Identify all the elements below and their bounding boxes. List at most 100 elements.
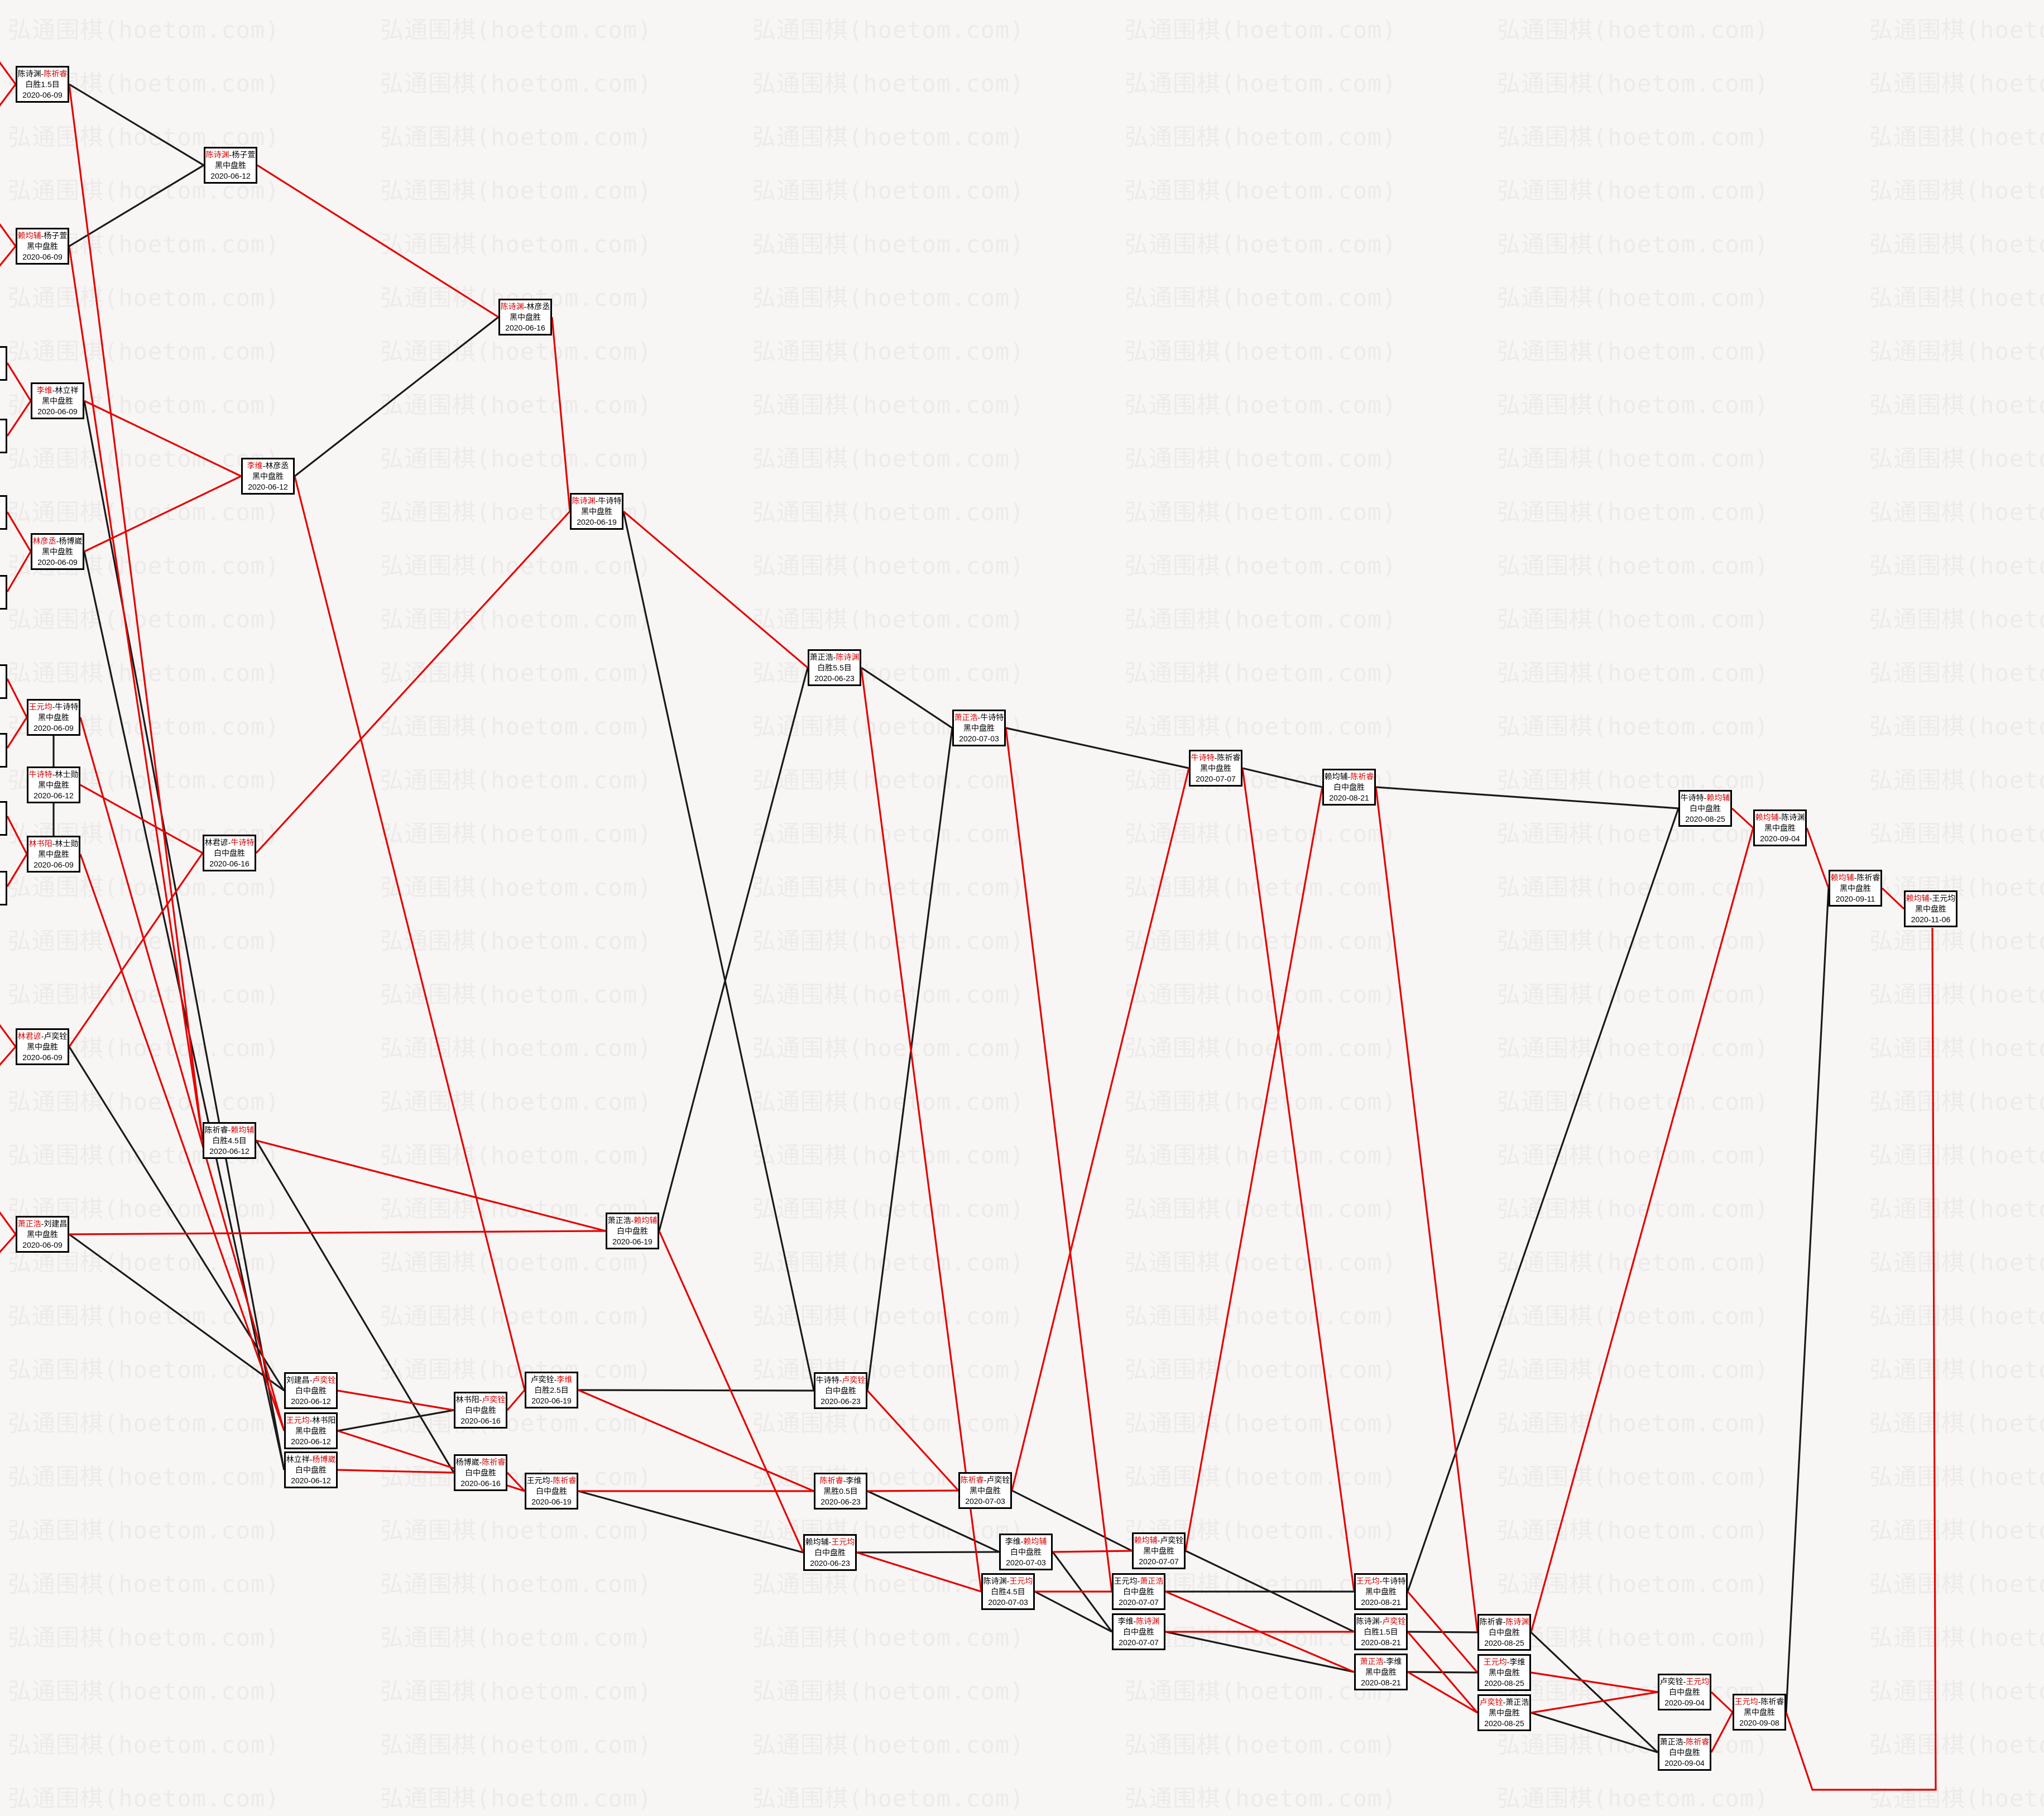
match-box[interactable]: 杨博崴-陈祈睿 白中盘胜 2020-06-16 xyxy=(454,1454,507,1491)
loser-name: 李维 xyxy=(1005,1537,1021,1546)
players-separator: - xyxy=(843,1476,846,1485)
match-players: 陈祈睿-陈诗渊 xyxy=(1479,1617,1529,1627)
loser-name: 刘建昌 xyxy=(44,1219,68,1228)
match-box[interactable]: 赖均辅-陈诗渊 黑中盘胜 2020-09-04 xyxy=(1753,809,1807,846)
match-box[interactable]: 王元均-林书阳 黑中盘胜 2020-06-12 xyxy=(284,1412,338,1449)
winner-path-line xyxy=(255,510,571,854)
watermark-text: 弘通围棋(hoetom.com) xyxy=(1497,1678,1769,1705)
match-box[interactable]: 李维-陈诗渊 白中盘胜 2020-07-07 xyxy=(1112,1613,1165,1650)
match-box[interactable]: 牛诗特-林士勋 黑中盘胜 2020-06-12 xyxy=(27,766,80,803)
winner-name: 王元均 xyxy=(1009,1577,1033,1585)
watermark-text: 弘通围棋(hoetom.com) xyxy=(380,16,652,44)
partial-match-box[interactable] xyxy=(0,801,7,836)
winner-name: 陈诗渊 xyxy=(500,302,524,311)
match-box[interactable]: 林君谚-牛诗特 白中盘胜 2020-06-16 xyxy=(203,835,256,871)
loser-name: 牛诗特 xyxy=(1382,1577,1406,1585)
match-box[interactable]: 萧正浩-赖均辅 白中盘胜 2020-06-19 xyxy=(606,1213,659,1249)
match-box[interactable]: 赖均辅-陈祈睿 黑中盘胜 2020-09-11 xyxy=(1829,870,1882,907)
watermark-text: 弘通围棋(hoetom.com) xyxy=(1869,606,2044,633)
partial-match-box[interactable] xyxy=(0,346,7,381)
match-box[interactable]: 陈祈睿-卢奕铨 黑中盘胜 2020-07-03 xyxy=(958,1472,1012,1509)
match-result: 黑中盘胜 xyxy=(1143,1546,1174,1555)
match-box[interactable]: 李维-赖均辅 白中盘胜 2020-07-03 xyxy=(999,1534,1053,1570)
winner-name: 王元均 xyxy=(1686,1677,1710,1686)
watermark-text: 弘通围棋(hoetom.com) xyxy=(1125,445,1397,472)
partial-match-box[interactable] xyxy=(0,575,7,610)
match-box[interactable]: 王元均-牛诗特 黑中盘胜 2020-06-09 xyxy=(27,699,80,736)
match-box[interactable]: 卢奕铨-萧正浩 黑中盘胜 2020-08-25 xyxy=(1477,1694,1531,1731)
match-result: 黑中盘胜 xyxy=(1489,1668,1520,1677)
match-date: 2020-06-09 xyxy=(22,1240,63,1249)
winner-path-line xyxy=(1710,1691,1734,1713)
partial-match-box[interactable] xyxy=(0,495,7,530)
match-box[interactable]: 王元均-萧正浩 白中盘胜 2020-07-07 xyxy=(1112,1573,1165,1610)
match-box[interactable]: 牛诗特-卢奕铨 白中盘胜 2020-06-23 xyxy=(814,1372,867,1409)
partial-match-box[interactable] xyxy=(0,419,7,453)
match-box[interactable]: 牛诗特-陈祈睿 黑中盘胜 2020-07-07 xyxy=(1189,750,1242,787)
match-box[interactable]: 陈诗渊-牛诗特 黑中盘胜 2020-06-19 xyxy=(570,493,623,530)
loser-name: 卢奕铨 xyxy=(1160,1536,1184,1545)
watermark-text: 弘通围棋(hoetom.com) xyxy=(1497,1034,1769,1062)
match-box[interactable]: 卢奕铨-王元均 白中盘胜 2020-09-04 xyxy=(1658,1674,1711,1710)
watermark-text: 弘通围棋(hoetom.com) xyxy=(380,1624,652,1651)
winner-path-line xyxy=(1241,768,1355,1592)
loser-name: 林书阳 xyxy=(455,1395,479,1404)
match-result: 白中盘胜 xyxy=(214,849,245,857)
match-box[interactable]: 李维-林彦丞 黑中盘胜 2020-06-12 xyxy=(241,458,295,495)
watermark-text: 弘通围棋(hoetom.com) xyxy=(1497,499,1769,526)
match-box[interactable]: 陈诗渊-陈祈睿 白胜1.5目 2020-06-09 xyxy=(16,66,69,103)
match-box[interactable]: 陈诗渊-卢奕铨 白胜1.5目 2020-08-21 xyxy=(1354,1613,1408,1650)
match-box[interactable]: 林书阳-卢奕铨 白中盘胜 2020-06-16 xyxy=(454,1392,507,1429)
match-box[interactable]: 陈诗渊-杨子萱 黑中盘胜 2020-06-12 xyxy=(204,147,257,184)
match-box[interactable]: 林彦丞-杨博崴 黑中盘胜 2020-06-09 xyxy=(31,533,84,570)
match-box[interactable]: 陈祈睿-赖均辅 白胜4.5目 2020-06-12 xyxy=(203,1122,256,1159)
match-box[interactable]: 萧正浩-牛诗特 黑中盘胜 2020-07-03 xyxy=(952,710,1006,746)
match-box[interactable]: 刘建昌-卢奕铨 白中盘胜 2020-06-12 xyxy=(284,1372,338,1409)
loser-path-line xyxy=(658,667,809,1232)
match-box[interactable]: 林书阳-林士勋 黑中盘胜 2020-06-09 xyxy=(27,836,80,873)
match-box[interactable]: 陈诗渊-林彦丞 黑中盘胜 2020-06-16 xyxy=(498,299,552,336)
match-box[interactable]: 牛诗特-赖均辅 白中盘胜 2020-08-25 xyxy=(1678,790,1732,827)
match-box[interactable]: 赖均辅-王元均 黑中盘胜 2020-11-06 xyxy=(1904,890,1957,927)
match-box[interactable]: 赖均辅-杨子萱 黑中盘胜 2020-06-09 xyxy=(16,228,69,265)
watermark-text: 弘通围棋(hoetom.com) xyxy=(1497,445,1769,472)
players-separator: - xyxy=(262,461,266,470)
match-box[interactable]: 萧正浩-陈诗渊 白胜5.5目 2020-06-23 xyxy=(808,649,861,686)
match-box[interactable]: 王元均-陈祈睿 黑中盘胜 2020-09-08 xyxy=(1733,1694,1786,1731)
winner-name: 卢奕铨 xyxy=(1479,1698,1503,1707)
match-result: 黑胜0.5目 xyxy=(823,1487,858,1496)
match-result: 黑中盘胜 xyxy=(1744,1708,1775,1717)
loser-name: 陈诗渊 xyxy=(1781,813,1805,822)
loser-path-line xyxy=(1530,1631,1659,1753)
match-players: 萧正浩-牛诗特 xyxy=(954,712,1004,723)
match-box[interactable]: 赖均辅-卢奕铨 黑中盘胜 2020-07-07 xyxy=(1132,1532,1186,1569)
players-separator: - xyxy=(1503,1698,1506,1707)
match-date: 2020-06-19 xyxy=(577,518,617,526)
match-box[interactable]: 赖均辅-王元均 白中盘胜 2020-06-23 xyxy=(803,1534,857,1571)
match-date: 2020-06-12 xyxy=(291,1397,331,1406)
players-separator: - xyxy=(41,69,44,78)
match-result: 黑中盘胜 xyxy=(27,242,58,251)
watermark-text: 弘通围棋(hoetom.com) xyxy=(752,1356,1025,1383)
match-date: 2020-06-12 xyxy=(33,791,74,800)
match-box[interactable]: 陈诗渊-王元均 白胜4.5目 2020-07-03 xyxy=(981,1573,1035,1610)
match-box[interactable]: 陈祈睿-李维 黑胜0.5目 2020-06-23 xyxy=(814,1473,867,1510)
match-box[interactable]: 卢奕铨-李维 白胜2.5目 2020-06-19 xyxy=(525,1372,578,1408)
match-box[interactable]: 赖均辅-陈祈睿 白中盘胜 2020-08-21 xyxy=(1322,769,1376,806)
players-separator: - xyxy=(983,1475,987,1484)
match-box[interactable]: 萧正浩-李维 黑中盘胜 2020-08-21 xyxy=(1354,1654,1408,1690)
match-box[interactable]: 王元均-李维 黑中盘胜 2020-08-25 xyxy=(1477,1654,1531,1691)
match-box[interactable]: 林君谚-卢奕铨 黑中盘胜 2020-06-09 xyxy=(16,1028,69,1065)
match-box[interactable]: 萧正浩-刘建昌 黑中盘胜 2020-06-09 xyxy=(16,1216,69,1253)
match-box[interactable]: 萧正浩-陈祈睿 白中盘胜 2020-09-04 xyxy=(1658,1734,1711,1771)
match-result: 白中盘胜 xyxy=(1123,1587,1154,1596)
match-box[interactable]: 王元均-陈祈睿 白中盘胜 2020-06-19 xyxy=(525,1473,578,1510)
match-box[interactable]: 王元均-牛诗特 黑中盘胜 2020-08-21 xyxy=(1354,1573,1408,1610)
partial-match-box[interactable] xyxy=(0,733,7,768)
loser-path-line xyxy=(867,1490,1000,1553)
partial-match-box[interactable] xyxy=(0,664,7,699)
partial-match-box[interactable] xyxy=(0,871,7,905)
match-box[interactable]: 林立祥-杨博崴 白中盘胜 2020-06-12 xyxy=(284,1451,338,1488)
match-box[interactable]: 陈祈睿-陈诗渊 白中盘胜 2020-08-25 xyxy=(1477,1614,1531,1651)
match-box[interactable]: 李维-林立祥 黑中盘胜 2020-06-09 xyxy=(31,382,84,419)
